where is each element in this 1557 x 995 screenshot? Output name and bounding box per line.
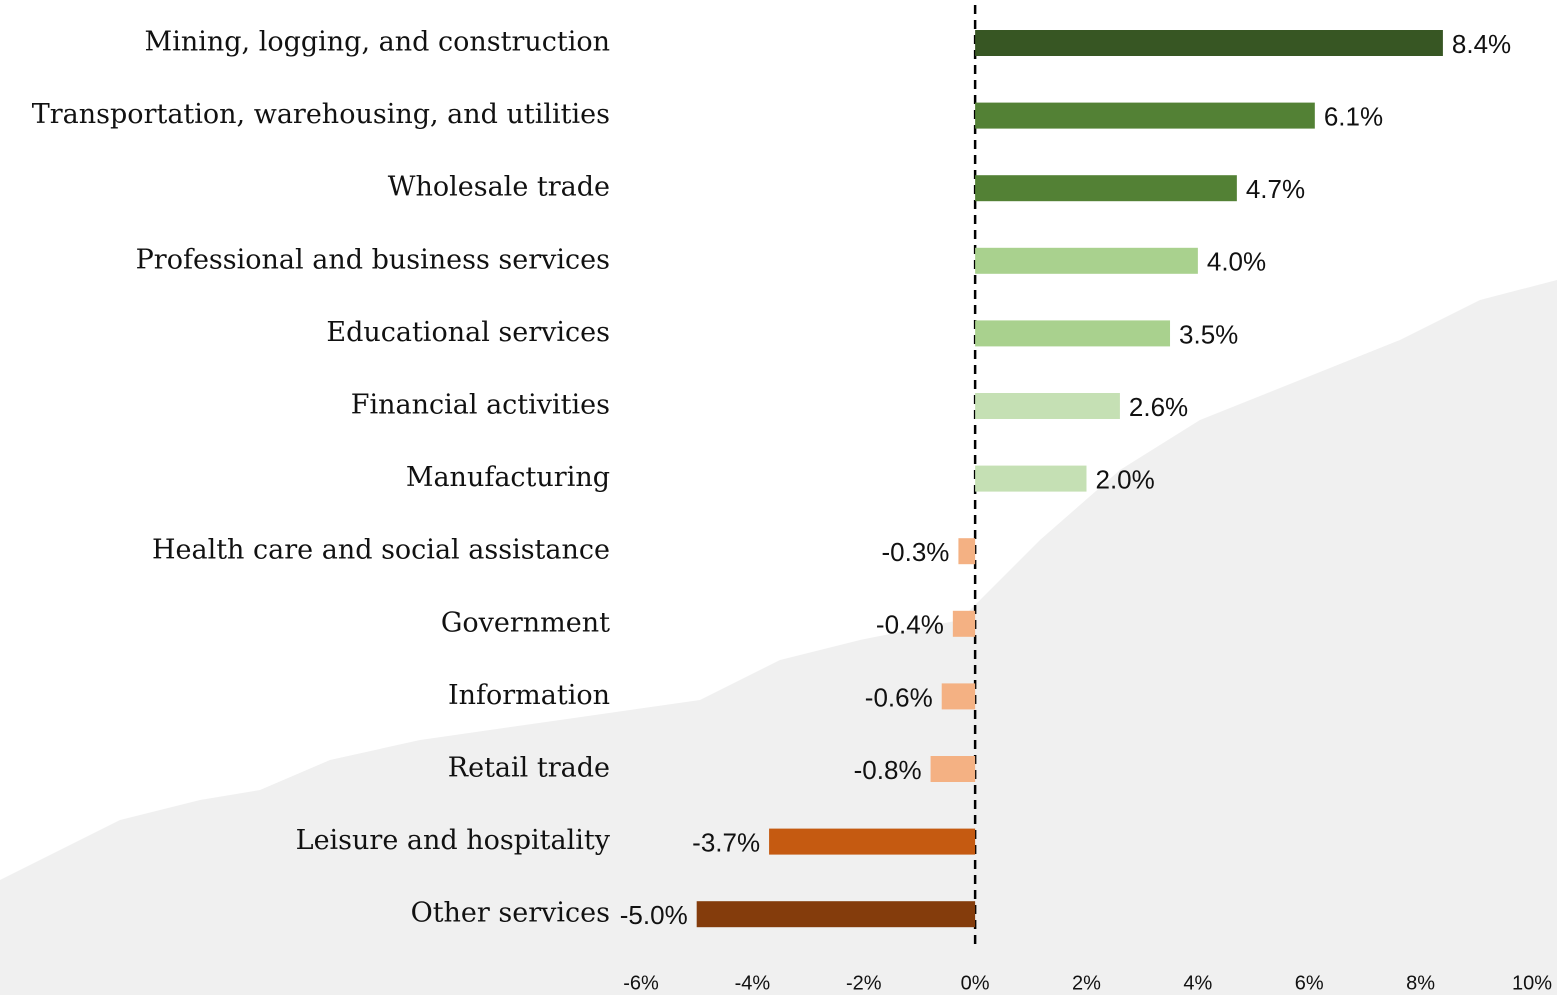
category-label: Wholesale trade: [388, 172, 610, 203]
value-label: 6.1%: [1324, 101, 1383, 131]
x-tick-label: 10%: [1512, 972, 1552, 994]
category-label: Professional and business services: [136, 244, 610, 275]
value-label: 4.7%: [1246, 174, 1305, 204]
category-label: Educational services: [326, 317, 610, 348]
value-label: -5.0%: [620, 900, 688, 930]
value-label: 8.4%: [1452, 29, 1511, 59]
category-label: Mining, logging, and construction: [145, 27, 610, 58]
x-tick-label: 0%: [961, 972, 990, 994]
category-label: Other services: [411, 898, 610, 929]
x-tick-label: 2%: [1072, 972, 1101, 994]
bar: [975, 175, 1237, 202]
value-label: -0.3%: [881, 537, 949, 567]
value-label: 3.5%: [1179, 319, 1238, 349]
x-tick-label: 8%: [1406, 972, 1435, 994]
value-label: -0.4%: [876, 610, 944, 640]
category-label: Leisure and hospitality: [296, 825, 611, 856]
category-label: Manufacturing: [406, 462, 610, 493]
value-label: -0.6%: [865, 682, 933, 712]
value-label: 2.6%: [1129, 392, 1188, 422]
category-label: Financial activities: [351, 390, 610, 421]
category-label: Government: [441, 607, 610, 638]
background-forest: [0, 280, 1557, 995]
bar: [958, 538, 976, 565]
value-label: -3.7%: [692, 827, 760, 857]
bar: [975, 30, 1443, 56]
value-label: 4.0%: [1207, 247, 1266, 277]
category-label: Retail trade: [448, 753, 610, 784]
x-tick-label: -4%: [735, 972, 771, 994]
bar: [975, 102, 1315, 129]
bar: [696, 901, 976, 928]
value-label: -0.8%: [854, 755, 922, 785]
bar: [975, 247, 1198, 274]
x-tick-label: 6%: [1295, 972, 1324, 994]
bar: [930, 756, 976, 782]
bar: [975, 465, 1087, 492]
bar: [975, 320, 1171, 347]
bar: [952, 610, 976, 637]
category-label: Information: [448, 680, 610, 711]
x-tick-label: 4%: [1183, 972, 1212, 994]
bar: [769, 828, 976, 855]
value-label: 2.0%: [1096, 464, 1155, 494]
x-tick-label: -2%: [846, 972, 882, 994]
x-tick-label: -6%: [623, 972, 659, 994]
category-label: Transportation, warehousing, and utiliti…: [32, 99, 610, 130]
bar: [975, 393, 1120, 419]
category-label: Health care and social assistance: [152, 535, 610, 566]
bar: [941, 683, 976, 710]
